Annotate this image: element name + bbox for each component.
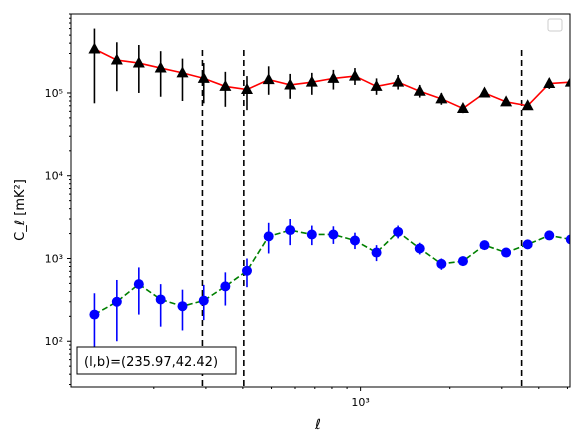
series-1-point [414,243,425,254]
series-0-point [219,79,232,91]
series-1-point [177,301,188,312]
series-0-point [370,79,383,91]
series-1-point [501,247,512,258]
series-1-point [328,229,339,240]
x-axis-label: ℓ [314,417,321,433]
series-0-point [88,42,101,54]
series-0-point [305,75,318,87]
series-1-point [436,258,447,269]
axis-ticks: 10² 10³ 10⁴ 10⁵ 10³ [45,13,568,409]
series-0-point [132,56,145,68]
series-1-point [198,295,209,306]
series-0-point [197,71,210,83]
series-1-point [220,281,231,292]
series-0-point [521,99,534,111]
series-1-point [306,229,317,240]
series-1-point [544,230,555,241]
series-1-point [155,294,166,305]
series-1-point [111,296,122,307]
series-1-point [393,226,404,237]
series-1-point [457,256,468,267]
series-0-point [348,69,361,81]
series-1-point [522,239,533,250]
series-1-point [241,265,252,276]
series-0-point [327,71,340,83]
series-1-point [263,231,274,242]
series-0-point [392,75,405,87]
series-0-point [413,84,426,96]
series-0-point [154,61,167,73]
series-0-point [564,77,570,87]
y-tick-label: 10² [45,335,63,348]
y-tick-label: 10³ [45,252,63,265]
series-0-point [456,101,469,113]
series-0-point [435,92,448,104]
annotation-box [76,346,237,375]
y-tick-label: 10⁵ [45,87,63,100]
plot-area [88,28,570,387]
series-1-point [371,247,382,258]
series-1-point [565,234,570,245]
series-0-point [543,77,556,89]
series-1-point [479,240,490,251]
series-1-point [133,279,144,290]
series-0-point [176,66,189,78]
series-0-point [500,95,513,107]
series-1-point [285,225,296,236]
annotation-text: (l,b)=(235.97,42.42) [84,355,218,370]
y-axis-label: C_ℓ [mK²] [13,179,28,241]
series-1-point [89,309,100,320]
series-0-point [240,83,253,95]
x-tick-label: 10³ [351,396,369,409]
y-tick-label: 10⁴ [45,170,64,183]
series-1-point [349,235,360,246]
series-0-point [478,86,491,98]
series-0-point [110,53,123,65]
series-0-point [284,78,297,90]
legend-box [547,18,563,32]
series-0-point [262,73,275,85]
